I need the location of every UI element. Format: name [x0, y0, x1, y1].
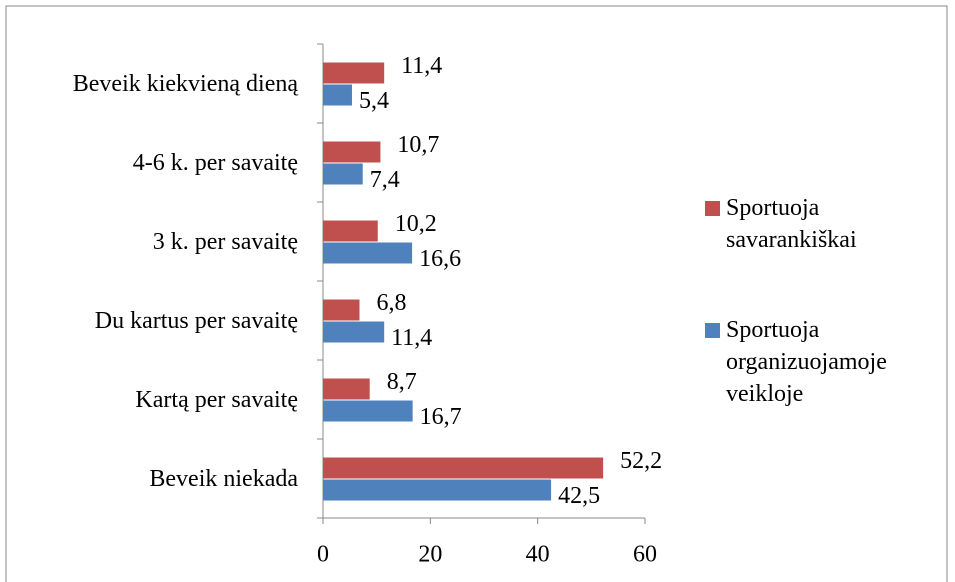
data-label: 16,7 [420, 404, 462, 430]
data-label: 5,4 [359, 88, 389, 114]
y-tick-label-box: 3 k. per savaitę [153, 202, 298, 282]
legend-swatch [705, 201, 720, 216]
y-tick-label: 4-6 k. per savaitę [132, 149, 298, 176]
legend-swatch [705, 323, 720, 338]
x-tick-label: 60 [633, 542, 657, 568]
legend-item: Sportuoja savarankiškai [705, 192, 926, 256]
bar [323, 220, 378, 242]
y-tick-label: Kartą per savaitę [135, 386, 298, 413]
data-label: 7,4 [370, 167, 400, 193]
data-label: 52,2 [620, 448, 662, 474]
x-tick-label: 20 [418, 542, 442, 568]
y-tick-label: Beveik kiekvieną dieną [72, 70, 298, 97]
bar [323, 242, 413, 264]
data-label: 6,8 [376, 290, 406, 316]
legend-item: Sportuoja organizuojamoje veikloje [705, 314, 926, 410]
y-tick-label: Du kartus per savaitę [94, 307, 298, 334]
data-label: 42,5 [558, 483, 600, 509]
x-tick-label: 0 [317, 542, 329, 568]
bar [323, 400, 413, 422]
y-tick-label-box: 4-6 k. per savaitę [133, 123, 298, 203]
bar [323, 479, 552, 501]
legend-label: Sportuoja organizuojamoje veikloje [726, 317, 887, 407]
y-tick-label-box: Beveik niekada [149, 439, 298, 519]
data-label: 10,2 [395, 211, 437, 237]
data-label: 16,6 [419, 246, 461, 272]
bar [323, 457, 604, 479]
data-label: 11,4 [391, 325, 432, 351]
data-label: 10,7 [397, 132, 439, 158]
bar [323, 62, 385, 84]
bar [323, 84, 352, 106]
x-tick-label: 40 [526, 542, 550, 568]
frame [5, 5, 948, 582]
y-tick-label-box: Beveik kiekvieną dieną [73, 44, 298, 124]
data-label: 8,7 [387, 369, 417, 395]
bar [323, 163, 363, 185]
y-tick-label-box: Du kartus per savaitę [95, 281, 298, 361]
bar [323, 378, 370, 400]
y-tick-label: Beveik niekada [149, 465, 298, 492]
y-tick-label-box: Kartą per savaitę [135, 360, 298, 440]
legend-label: Sportuoja savarankiškai [726, 195, 857, 253]
bar [323, 141, 381, 163]
bar [323, 299, 360, 321]
data-label: 11,4 [401, 53, 442, 79]
y-tick-label: 3 k. per savaitę [152, 228, 298, 255]
bar [323, 321, 385, 343]
